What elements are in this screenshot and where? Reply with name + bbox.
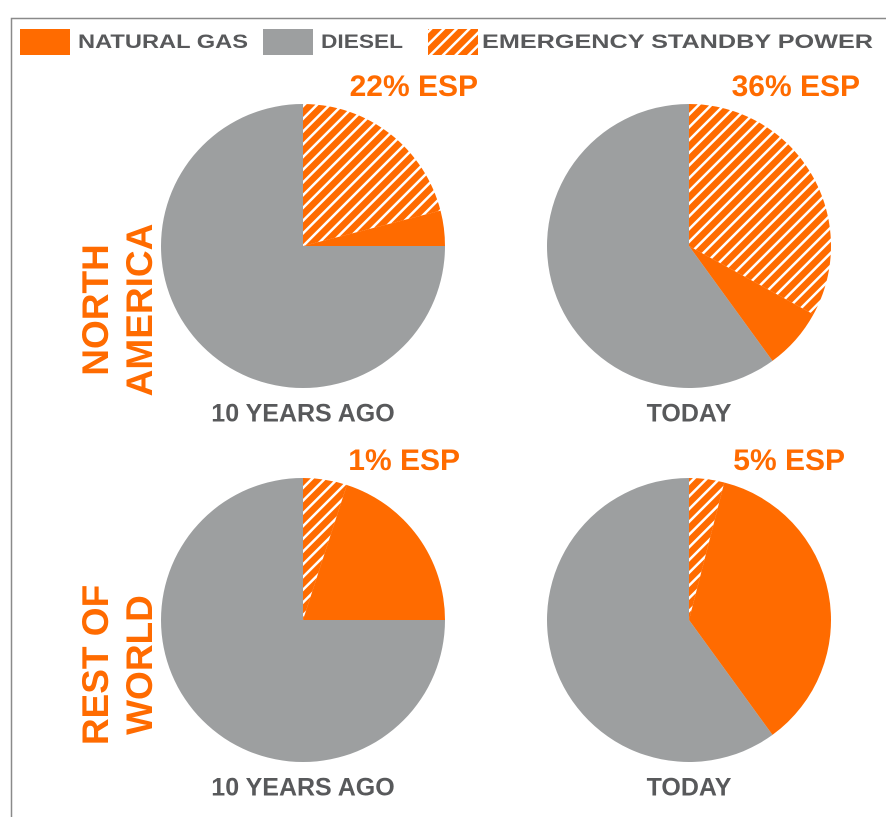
pie-slice [161, 104, 445, 388]
subtitle: TODAY [647, 774, 732, 802]
annotation: 1% ESP [348, 444, 460, 477]
row-label: WORLD [119, 595, 160, 735]
legend-swatch [20, 29, 70, 55]
pie-slice [547, 478, 773, 762]
row-label: REST OF [75, 585, 116, 745]
row-label: AMERICA [119, 224, 160, 397]
pie-slice [303, 210, 445, 246]
legend-label: EMERGENCY STANDBY POWER [482, 32, 873, 53]
legend-swatch [263, 29, 313, 55]
annotation: 22% ESP [350, 70, 478, 103]
pie-slice [689, 482, 832, 735]
pie-slice [547, 104, 773, 388]
annotation: 5% ESP [733, 444, 845, 477]
legend-label: NATURAL GAS [78, 32, 248, 53]
annotation: 36% ESP [732, 70, 860, 103]
frame [10, 17, 886, 817]
pie-slice [303, 484, 445, 620]
legend-swatch [428, 29, 478, 55]
legend-label: DIESEL [321, 32, 403, 53]
row-label: NORTH [75, 244, 116, 376]
subtitle: 10 YEARS AGO [211, 400, 394, 428]
subtitle: TODAY [647, 400, 732, 428]
pie-slice [303, 478, 347, 620]
pie-slice [689, 478, 725, 620]
subtitle: 10 YEARS AGO [211, 774, 394, 802]
pie-slice [689, 104, 832, 315]
pie-slice [689, 246, 814, 361]
pie-slice [161, 478, 445, 762]
pie-slice [303, 104, 441, 246]
